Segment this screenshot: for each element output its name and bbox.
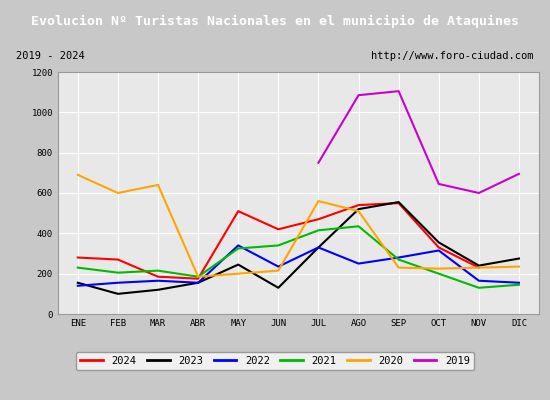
2020 (436, 266, 442, 271)
2023 (436, 240, 442, 245)
Text: Evolucion Nº Turistas Nacionales en el municipio de Ataquines: Evolucion Nº Turistas Nacionales en el m… (31, 15, 519, 28)
2023 (476, 263, 482, 268)
Line: 2020: 2020 (78, 175, 519, 277)
2020 (355, 209, 362, 214)
2023 (395, 200, 402, 204)
2023 (195, 280, 201, 285)
2023 (155, 287, 161, 292)
2021 (195, 274, 201, 279)
2023 (315, 245, 322, 250)
2019 (476, 191, 482, 196)
2022 (315, 245, 322, 250)
2024 (114, 257, 121, 262)
2024 (195, 276, 201, 281)
2024 (235, 209, 241, 214)
2021 (74, 265, 81, 270)
2020 (155, 182, 161, 187)
2022 (476, 278, 482, 283)
Line: 2021: 2021 (78, 226, 519, 288)
Line: 2024: 2024 (78, 203, 479, 279)
2020 (315, 199, 322, 204)
2024 (476, 265, 482, 270)
2020 (235, 271, 241, 276)
Text: 2019 - 2024: 2019 - 2024 (16, 51, 85, 61)
2022 (436, 248, 442, 253)
2021 (235, 246, 241, 251)
Line: 2019: 2019 (318, 91, 519, 193)
2021 (315, 228, 322, 233)
2019 (516, 172, 522, 176)
2023 (275, 285, 282, 290)
2024 (155, 274, 161, 279)
2021 (275, 243, 282, 248)
2021 (516, 282, 522, 287)
2022 (355, 261, 362, 266)
2020 (74, 172, 81, 177)
2021 (155, 268, 161, 273)
2021 (395, 257, 402, 262)
2024 (395, 201, 402, 206)
2024 (275, 227, 282, 232)
2023 (355, 207, 362, 212)
2020 (114, 191, 121, 196)
2022 (395, 255, 402, 260)
2024 (436, 245, 442, 250)
Line: 2023: 2023 (78, 202, 519, 294)
2019 (436, 182, 442, 186)
2023 (74, 280, 81, 285)
2022 (516, 280, 522, 285)
2021 (355, 224, 362, 229)
2019 (315, 160, 322, 165)
2022 (235, 243, 241, 248)
2021 (476, 285, 482, 290)
2022 (74, 283, 81, 288)
2021 (114, 270, 121, 275)
2021 (436, 271, 442, 276)
2020 (195, 274, 201, 279)
2024 (315, 217, 322, 222)
2023 (516, 256, 522, 261)
2024 (74, 255, 81, 260)
Line: 2022: 2022 (78, 246, 519, 286)
2023 (114, 292, 121, 296)
2023 (235, 262, 241, 267)
2022 (114, 280, 121, 285)
2024 (355, 203, 362, 208)
2022 (155, 278, 161, 283)
2020 (395, 265, 402, 270)
Text: http://www.foro-ciudad.com: http://www.foro-ciudad.com (371, 51, 534, 61)
Legend: 2024, 2023, 2022, 2021, 2020, 2019: 2024, 2023, 2022, 2021, 2020, 2019 (76, 352, 474, 370)
2019 (395, 89, 402, 94)
2020 (476, 265, 482, 270)
2020 (275, 268, 282, 273)
2020 (516, 264, 522, 269)
2022 (275, 264, 282, 269)
2022 (195, 280, 201, 285)
2019 (355, 93, 362, 98)
